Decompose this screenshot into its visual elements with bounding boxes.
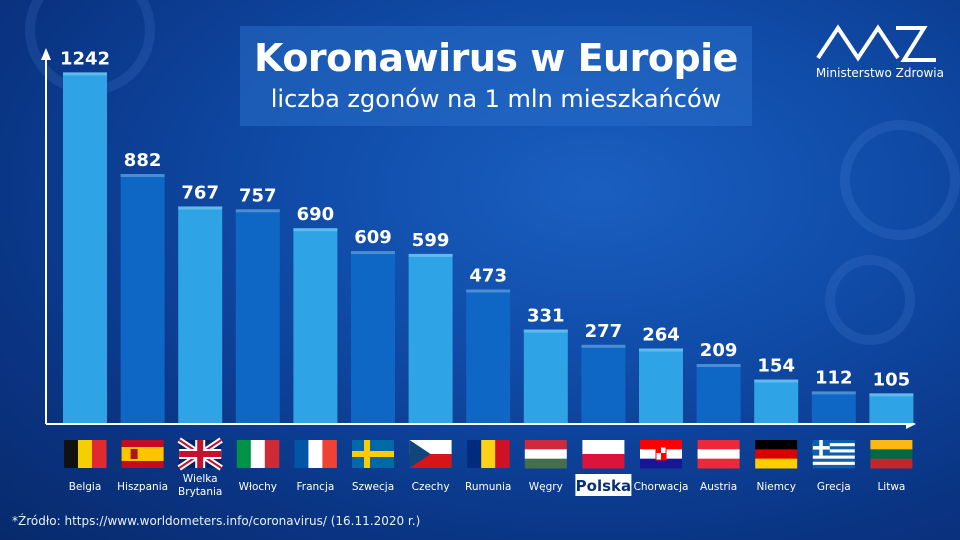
chart-title: Koronawirus w Europie [254, 36, 738, 80]
value-label-7: 473 [469, 265, 507, 286]
logo-text: Ministerstwo Zdrowia [815, 66, 944, 80]
bar-7 [466, 289, 511, 423]
bar-top-1 [120, 174, 165, 178]
bar-top-10 [639, 348, 683, 352]
bar-6 [408, 253, 453, 423]
flag-uk-icon [177, 437, 223, 471]
value-label-14: 105 [873, 369, 911, 390]
value-label-1: 882 [124, 150, 162, 171]
chart-subtitle: liczba zgonów na 1 mln mieszkańców [270, 85, 722, 113]
flag-belgium-icon [64, 440, 107, 468]
bar-top-5 [351, 251, 395, 255]
category-label-10: Chorwacja [634, 481, 689, 493]
category-labels-layer: Belgia Hiszpania Wielka Brytania Włochy Franc… [69, 473, 906, 498]
bar-top-0 [63, 72, 107, 76]
bar-0 [63, 72, 107, 424]
category-label-7: Rumunia [465, 481, 511, 493]
bar-top-14 [869, 393, 914, 397]
category-label-4: Francja [296, 481, 334, 493]
flag-italy-icon [236, 440, 280, 468]
bar-13 [811, 391, 856, 423]
category-label-11: Austria [700, 481, 737, 493]
flags-layer [64, 437, 913, 471]
category-label-13: Grecja [817, 481, 851, 493]
flag-romania-icon [467, 440, 510, 468]
bar-top-2 [178, 206, 223, 210]
bar-2 [178, 206, 223, 423]
value-label-6: 599 [412, 230, 450, 251]
flag-austria-icon [697, 440, 740, 469]
value-label-12: 154 [757, 356, 795, 377]
bar-14 [869, 393, 914, 423]
value-label-10: 264 [642, 324, 680, 345]
category-label-3: Włochy [239, 481, 277, 493]
bar-3 [235, 209, 280, 423]
category-label-8: Węgry [529, 481, 563, 493]
flag-croatia-icon [640, 440, 682, 469]
title-box: Koronawirus w Europie liczba zgonów na 1… [240, 26, 752, 126]
bar-top-4 [293, 228, 338, 232]
bar-top-8 [523, 329, 568, 333]
virus-decoration-1 [840, 120, 960, 240]
flag-greece-icon [812, 440, 855, 469]
category-label-2: Wielka Brytania [178, 473, 222, 498]
value-label-8: 331 [527, 306, 565, 327]
flag-france-icon [294, 440, 337, 468]
bar-8 [523, 329, 568, 423]
bar-9 [581, 344, 626, 423]
value-label-11: 209 [700, 340, 738, 361]
bar-top-12 [754, 379, 799, 383]
bar-5 [351, 251, 395, 423]
flag-germany-icon [755, 440, 798, 469]
category-label-14: Litwa [877, 481, 905, 493]
bar-12 [754, 379, 799, 423]
ministry-logo-icon [816, 24, 936, 62]
virus-decoration-2 [825, 255, 915, 345]
flag-sweden-icon [352, 440, 394, 468]
bar-top-11 [696, 363, 741, 367]
bar-11 [696, 363, 741, 423]
value-label-9: 277 [585, 321, 623, 342]
source-note: *Źródło: https://www.worldometers.info/c… [12, 514, 421, 528]
y-axis-arrow [41, 48, 51, 60]
category-label-9: Polska [576, 477, 631, 495]
bar-top-7 [466, 289, 511, 293]
value-label-0: 1242 [60, 48, 110, 69]
value-label-13: 112 [815, 367, 853, 388]
value-label-2: 767 [181, 182, 219, 203]
bar-top-13 [811, 391, 856, 395]
value-label-4: 690 [297, 204, 335, 225]
category-label-0: Belgia [69, 481, 102, 493]
category-label-1: Hiszpania [117, 481, 168, 493]
category-label-5: Szwecja [352, 481, 394, 493]
bar-4 [293, 228, 338, 423]
value-labels-layer: 1242 882 767 757 690 609 599 473 331 277 264 209 154… [60, 48, 910, 390]
value-label-5: 609 [354, 227, 392, 248]
bar-top-3 [235, 209, 280, 213]
bar-top-6 [408, 253, 453, 257]
flag-czech-icon [409, 440, 452, 468]
category-label-12: Niemcy [756, 481, 795, 493]
flag-lithuania-icon [870, 440, 913, 469]
bar-10 [639, 348, 683, 423]
highlight-label-bg [575, 474, 632, 496]
category-label-6: Czechy [412, 481, 450, 493]
bar-1 [120, 174, 165, 423]
value-label-3: 757 [239, 185, 277, 206]
bars-layer [63, 72, 914, 424]
flag-hungary-icon [524, 440, 567, 469]
flag-spain-icon [121, 440, 164, 468]
flag-poland-icon [582, 440, 625, 469]
bar-top-9 [581, 344, 626, 348]
